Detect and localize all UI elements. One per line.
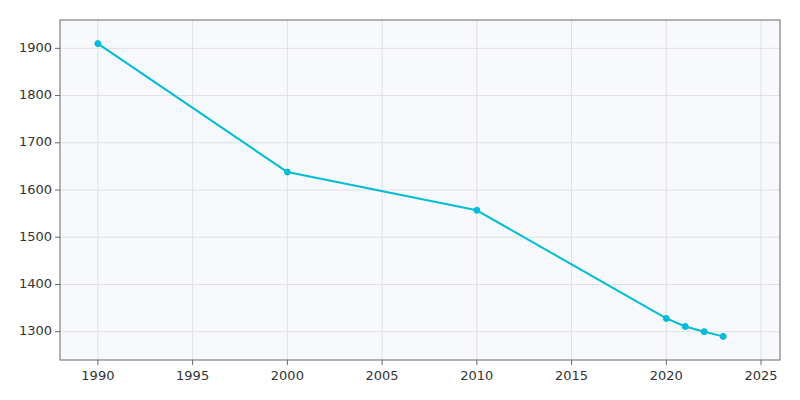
y-tick-label: 1300 [19, 323, 52, 338]
y-tick [55, 48, 60, 49]
x-tick [476, 360, 477, 365]
x-tick [571, 360, 572, 365]
plot-area [60, 20, 780, 360]
y-tick [55, 284, 60, 285]
y-grid-line [60, 142, 780, 143]
x-tick [761, 360, 762, 365]
y-tick-label: 1800 [19, 87, 52, 102]
y-tick-label: 1700 [19, 134, 52, 149]
x-tick [666, 360, 667, 365]
data-point [663, 315, 669, 321]
y-grid-line [60, 331, 780, 332]
data-point [474, 207, 480, 213]
x-tick-label: 2010 [460, 368, 493, 383]
y-grid-line [60, 284, 780, 285]
x-tick-label: 1990 [81, 368, 114, 383]
grid [60, 20, 780, 360]
y-grid-line [60, 190, 780, 191]
y-tick [55, 142, 60, 143]
y-tick [55, 331, 60, 332]
y-tick [55, 237, 60, 238]
data-point [95, 41, 101, 47]
chart: 1990 1995 2000 2005 2010 2015 2020 2025 1300 1400… [0, 0, 800, 400]
data-point [284, 169, 290, 175]
axes: 1990 1995 2000 2005 2010 2015 2020 2025 1300 1400… [19, 40, 778, 383]
x-tick [382, 360, 383, 365]
y-tick [55, 95, 60, 96]
data-line [98, 44, 723, 337]
chart-container: 1990 1995 2000 2005 2010 2015 2020 2025 1300 1400… [0, 0, 800, 400]
data-point [701, 329, 707, 335]
x-tick-label: 1995 [176, 368, 209, 383]
data-point [720, 333, 726, 339]
series [95, 41, 726, 340]
y-tick [55, 190, 60, 191]
x-tick-label: 2020 [650, 368, 683, 383]
y-tick-label: 1900 [19, 40, 52, 55]
data-point [682, 323, 688, 329]
plot-frame [60, 20, 780, 360]
x-tick-label: 2015 [555, 368, 588, 383]
x-tick-label: 2025 [745, 368, 778, 383]
y-tick-label: 1500 [19, 229, 52, 244]
y-grid-line [60, 95, 780, 96]
x-tick-label: 2005 [366, 368, 399, 383]
x-tick [192, 360, 193, 365]
y-tick-label: 1600 [19, 182, 52, 197]
x-tick [287, 360, 288, 365]
x-tick [97, 360, 98, 365]
y-grid-line [60, 237, 780, 238]
y-grid-line [60, 48, 780, 49]
y-tick-label: 1400 [19, 276, 52, 291]
x-tick-label: 2000 [271, 368, 304, 383]
